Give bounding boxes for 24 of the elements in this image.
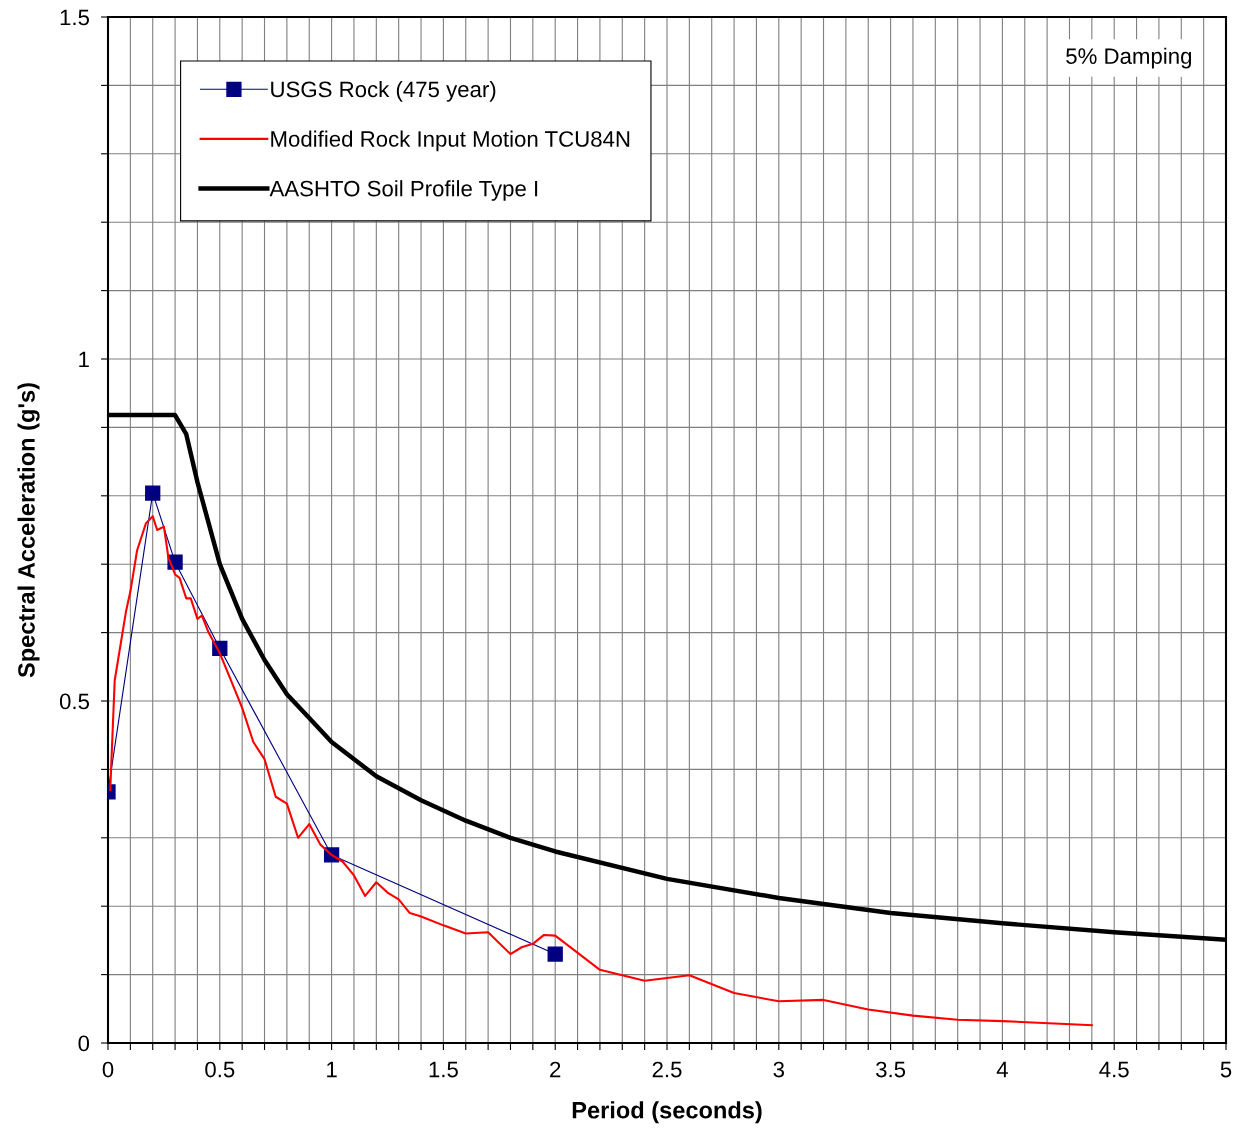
x-tick-label: 1.5: [429, 1061, 458, 1078]
point: [547, 946, 563, 962]
x-axis-title: Period (seconds): [572, 1101, 762, 1124]
legend-label: Modified Rock Input Motion TCU84N: [271, 130, 630, 152]
point: [145, 485, 161, 501]
y-axis-title: Spectral Acceleration (g's): [17, 383, 40, 678]
line-series: [109, 515, 1093, 1027]
legend-label: AASHTO Soil Profile Type I: [269, 180, 538, 201]
y-tick-label: 1: [79, 351, 89, 368]
legend-label: USGS Rock (475 year): [271, 80, 496, 102]
x-tick-label: 0: [102, 1061, 114, 1078]
x-tick-label: 2.5: [652, 1061, 682, 1078]
x-tick-label: 3.5: [876, 1061, 906, 1078]
annotation: 5% Damping: [1066, 47, 1192, 69]
x-tick-label: 4: [996, 1061, 1008, 1078]
y-tick-label: 0.5: [59, 693, 90, 710]
x-tick-label: 1: [327, 1061, 337, 1078]
x-tick-label: 3: [773, 1061, 784, 1078]
x-tick-label: 4.5: [1099, 1061, 1129, 1078]
x-tick-label: 2: [550, 1061, 561, 1078]
x-tick-label: 0.5: [205, 1061, 235, 1078]
x-tick-label: 5: [1220, 1061, 1232, 1078]
y-tick-label: 1.5: [60, 9, 90, 26]
y-tick-label: 0: [78, 1035, 90, 1052]
